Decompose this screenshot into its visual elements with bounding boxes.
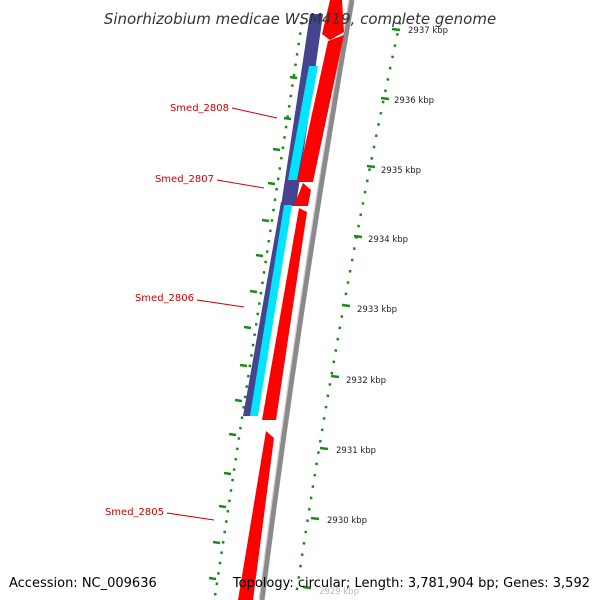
scale-label: 2933 kbp (357, 305, 397, 315)
gene-label-smed-2808[interactable]: Smed_2808 (170, 103, 229, 114)
rna-track-upper (288, 66, 318, 180)
gene-label-smed-2806[interactable]: Smed_2806 (135, 293, 194, 304)
scale-label: 2929 kbp (319, 587, 359, 597)
genome-backbone-highlight (258, 0, 350, 600)
scale-label: 2937 kbp (408, 26, 448, 36)
genome-summary-text: Topology: circular; Length: 3,781,904 bp… (232, 576, 590, 591)
scale-tick-marks (302, 27, 401, 590)
cds-smed-2805 (238, 431, 274, 600)
scale-label: 2936 kbp (394, 96, 434, 106)
scale-label: 2934 kbp (368, 235, 408, 245)
cds-arrow-top (322, 0, 344, 40)
label-leaders (166, 107, 278, 521)
gene-label-smed-2807[interactable]: Smed_2807 (155, 174, 214, 185)
rna-track-lower (250, 205, 292, 416)
cds-smed-2807 (294, 183, 311, 206)
genome-backbone (259, 0, 355, 600)
scale-label: 2930 kbp (327, 516, 367, 526)
left-tick-marks (208, 75, 298, 581)
cds-smed-2806 (262, 208, 307, 420)
map-title: Sinorhizobium medicae WSM419, complete g… (104, 10, 496, 28)
accession-text: Accession: NC_009636 (9, 576, 157, 591)
scale-label: 2935 kbp (381, 166, 421, 176)
cds-smed-2808 (297, 35, 344, 182)
scale-label: 2932 kbp (346, 376, 386, 386)
scale-label: 2931 kbp (336, 446, 376, 456)
gene-label-smed-2805[interactable]: Smed_2805 (105, 507, 164, 518)
